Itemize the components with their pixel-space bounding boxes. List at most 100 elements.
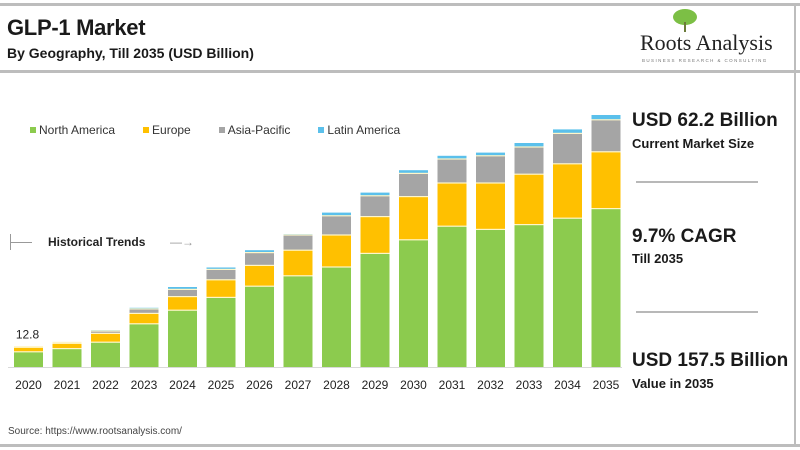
segment-separator [591,119,621,121]
segment-separator [206,296,236,298]
segment-separator [399,196,428,198]
segment-separator [322,266,351,268]
bar-segment-north-america-2024 [168,310,197,367]
bar-segment-north-america-2027 [283,275,313,367]
segment-separator [283,249,313,251]
x-tick-label: 2024 [169,378,196,392]
segment-separator [91,330,120,332]
legend-swatch [143,127,150,133]
bar-segment-europe-2033 [514,174,544,225]
current-market-size-value: USD 62.2 Billion [632,110,778,131]
legend-item-europe: Europe [143,123,191,137]
bar-segment-asia-pacific-2035 [591,119,621,152]
bar-segment-latin-america-2033 [514,143,544,147]
segment-separator [514,146,544,148]
bar-segment-latin-america-2031 [437,155,467,159]
segment-separator [360,252,390,254]
segment-separator [591,151,621,153]
segment-separator [476,182,505,184]
stacked-bar-chart: 2020 2021 2022 2023 2024 2025 2026 2027 2028 2029… [8,115,622,392]
segment-separator [476,155,505,157]
segment-separator [14,346,43,348]
chart-title: GLP-1 Market [7,15,146,40]
side-divider [636,311,758,313]
bar-segment-europe-2021 [52,343,82,349]
bar-segment-europe-2032 [476,183,505,230]
segment-separator [91,332,120,334]
cagr-value: 9.7% CAGR [632,226,737,247]
source-note: Source: https://www.rootsanalysis.com/ [8,426,182,437]
legend-item-north-america: North America [30,123,115,137]
segment-separator [283,275,313,277]
bar-segment-north-america-2030 [399,239,428,367]
x-tick-label: 2027 [285,378,312,392]
bar-segment-north-america-2022 [91,342,120,367]
segment-separator [245,285,274,287]
x-tick-label: 2034 [554,378,581,392]
segment-separator [245,252,274,254]
x-tick-label: 2021 [54,378,81,392]
segment-separator [399,239,428,241]
data-label-2020: 12.8 [16,328,40,342]
segment-separator [437,225,467,227]
x-tick-label: 2026 [246,378,273,392]
historical-line [10,242,32,243]
tree-icon [673,9,697,32]
segment-separator [14,346,43,348]
x-tick-label: 2029 [362,378,389,392]
bar-segment-asia-pacific-2025 [206,269,236,280]
historical-trends-label: Historical Trends [48,235,146,249]
bar-segment-asia-pacific-2033 [514,147,544,175]
bar-segment-north-america-2021 [52,348,82,367]
header-divider [0,70,800,73]
segment-separator [206,279,236,281]
segment-separator [129,308,159,310]
bar-segment-asia-pacific-2031 [437,159,467,183]
segment-separator [52,342,82,344]
x-tick-label: 2031 [439,378,466,392]
x-tick-label: 2020 [15,378,42,392]
bar-segment-north-america-2032 [476,229,505,367]
bar-segment-latin-america-2029 [360,192,390,196]
future-value-caption: Value in 2035 [632,376,714,391]
segment-separator [168,288,197,290]
segment-separator [553,163,582,165]
bar-segment-asia-pacific-2030 [399,173,428,197]
bar-segment-north-america-2029 [360,253,390,367]
frame-right-border [794,3,796,447]
segment-separator [399,172,428,174]
bar-segment-latin-america-2025 [206,267,236,270]
x-tick-label: 2025 [208,378,235,392]
bar-segment-europe-2025 [206,279,236,298]
bar-segment-north-america-2026 [245,286,274,367]
segment-separator [168,309,197,311]
cagr-caption: Till 2035 [632,251,684,266]
bar-segment-europe-2031 [437,183,467,227]
frame-bottom-border [0,444,800,447]
chart-legend: North America Europe Asia-Pacific Latin … [30,123,428,137]
segment-separator [322,234,351,236]
x-tick-label: 2028 [323,378,350,392]
current-market-size-caption: Current Market Size [632,136,755,151]
segment-separator [14,351,43,353]
bar-segment-latin-america-2034 [553,129,582,134]
segment-separator [437,158,467,160]
future-value: USD 157.5 Billion [632,350,789,371]
bar-segment-north-america-2020 [14,351,43,367]
legend-swatch [30,127,36,133]
segment-separator [52,348,82,350]
historical-trends-annotation: Historical Trends —→ [8,230,198,254]
bar-segment-europe-2028 [322,235,351,267]
legend-label: Latin America [327,123,401,137]
segment-separator [91,341,120,343]
bar-segment-latin-america-2032 [476,152,505,156]
frame-top-border [0,3,800,6]
bar-segment-europe-2029 [360,216,390,254]
segment-separator [168,296,197,298]
bar-segment-europe-2023 [129,313,159,324]
segment-separator [206,268,236,270]
legend-item-asia-pacific: Asia-Pacific [218,123,290,137]
segment-separator [514,173,544,175]
segment-separator [283,234,313,236]
bar-segment-north-america-2031 [437,226,467,367]
